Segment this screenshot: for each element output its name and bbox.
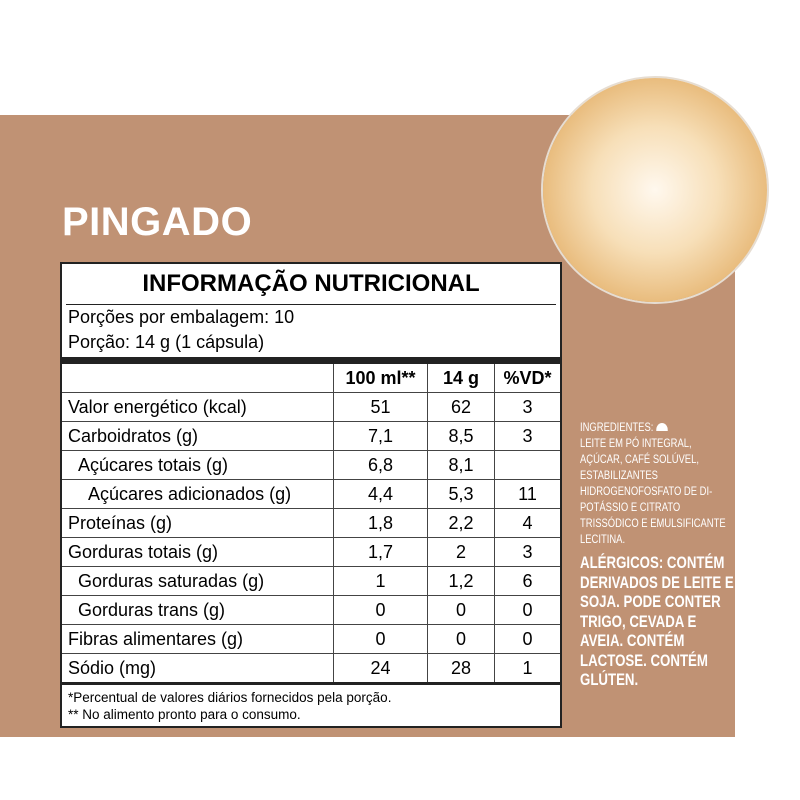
header-100ml: 100 ml**	[333, 364, 428, 393]
nutrient-name: Açúcares adicionados (g)	[62, 479, 334, 509]
table-row: Sódio (mg) 24 28 1	[62, 653, 560, 685]
allergens: ALÉRGICOS: CONTÉM DERIVADOS DE LEITE E S…	[580, 553, 734, 689]
value-vd: 1	[494, 653, 560, 685]
divider	[62, 357, 560, 364]
value-vd: 0	[494, 624, 560, 654]
value-portion: 0	[427, 624, 495, 654]
value-vd	[494, 450, 560, 480]
product-name: PINGADO	[62, 200, 253, 244]
nutrition-facts-panel: INFORMAÇÃO NUTRICIONAL Porções por embal…	[60, 262, 562, 728]
value-100ml: 0	[333, 624, 428, 654]
value-portion: 8,1	[427, 450, 495, 480]
table-row: Fibras alimentares (g) 0 0 0	[62, 624, 560, 654]
value-portion: 5,3	[427, 479, 495, 509]
value-portion: 62	[427, 392, 495, 422]
value-100ml: 6,8	[333, 450, 428, 480]
table-row: Gorduras trans (g) 0 0 0	[62, 595, 560, 625]
nutrient-name: Fibras alimentares (g)	[62, 624, 334, 654]
footnote-ready: ** No alimento pronto para o consumo.	[68, 707, 301, 722]
value-100ml: 7,1	[333, 421, 428, 451]
value-100ml: 1,7	[333, 537, 428, 567]
value-vd: 0	[494, 595, 560, 625]
nutrient-name: Carboidratos (g)	[62, 421, 334, 451]
table-row: Valor energético (kcal) 51 62 3	[62, 392, 560, 422]
table-row: Açúcares adicionados (g) 4,4 5,3 11	[62, 479, 560, 509]
value-100ml: 1	[333, 566, 428, 596]
nutrient-name: Açúcares totais (g)	[62, 450, 334, 480]
nutrition-table: 100 ml** 14 g %VD* Valor energético (kca…	[62, 364, 560, 685]
value-portion: 2,2	[427, 508, 495, 538]
table-row: Carboidratos (g) 7,1 8,5 3	[62, 421, 560, 451]
nutrition-title: INFORMAÇÃO NUTRICIONAL	[66, 264, 556, 305]
table-row: Proteínas (g) 1,8 2,2 4	[62, 508, 560, 538]
nutrient-name: Sódio (mg)	[62, 653, 334, 685]
header-vd: %VD*	[494, 364, 560, 393]
capsule-icon	[656, 423, 669, 431]
value-100ml: 0	[333, 595, 428, 625]
coffee-cup-image	[543, 78, 767, 302]
value-portion: 0	[427, 595, 495, 625]
value-portion: 2	[427, 537, 495, 567]
ingredients-heading: INGREDIENTES:	[580, 422, 654, 434]
serving-size: Porção: 14 g (1 cápsula)	[68, 332, 265, 352]
nutrient-name: Proteínas (g)	[62, 508, 334, 538]
header-blank	[62, 364, 334, 393]
value-portion: 28	[427, 653, 495, 685]
nutrient-name: Gorduras saturadas (g)	[62, 566, 334, 596]
value-vd: 3	[494, 537, 560, 567]
value-100ml: 4,4	[333, 479, 428, 509]
value-100ml: 1,8	[333, 508, 428, 538]
header-portion: 14 g	[427, 364, 495, 393]
table-row: Açúcares totais (g) 6,8 8,1	[62, 450, 560, 480]
ingredients-text: LEITE EM PÓ INTEGRAL, AÇÚCAR, CAFÉ SOLÚV…	[580, 438, 726, 546]
nutrient-name: Gorduras trans (g)	[62, 595, 334, 625]
value-vd: 6	[494, 566, 560, 596]
value-100ml: 24	[333, 653, 428, 685]
footnote-vd: *Percentual de valores diários fornecido…	[68, 690, 392, 705]
value-vd: 4	[494, 508, 560, 538]
value-vd: 3	[494, 421, 560, 451]
value-portion: 8,5	[427, 421, 495, 451]
value-vd: 3	[494, 392, 560, 422]
value-portion: 1,2	[427, 566, 495, 596]
table-row: Gorduras saturadas (g) 1 1,2 6	[62, 566, 560, 596]
value-100ml: 51	[333, 392, 428, 422]
value-vd: 11	[494, 479, 560, 509]
table-row: Gorduras totais (g) 1,7 2 3	[62, 537, 560, 567]
ingredients: INGREDIENTES: LEITE EM PÓ INTEGRAL, AÇÚC…	[580, 420, 732, 548]
nutrient-name: Valor energético (kcal)	[62, 392, 334, 422]
nutrient-name: Gorduras totais (g)	[62, 537, 334, 567]
servings-per-package: Porções por embalagem: 10	[68, 307, 295, 327]
